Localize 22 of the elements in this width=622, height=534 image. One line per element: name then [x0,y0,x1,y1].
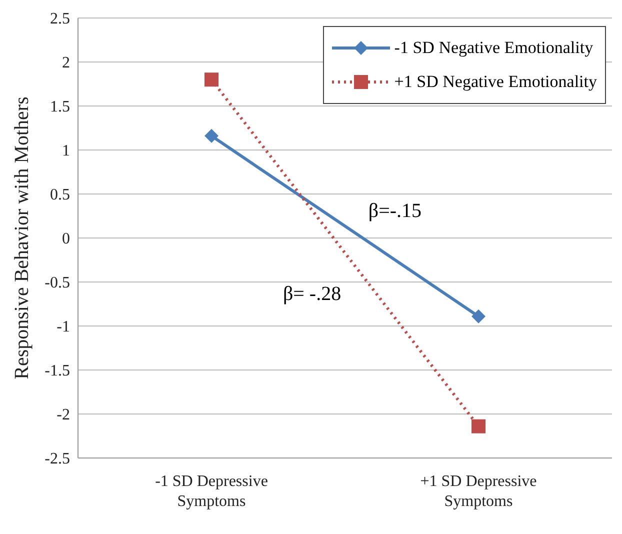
y-tick-label: -0.5 [44,274,70,292]
y-tick-label: 1 [62,142,70,160]
y-tick-label: 2 [62,54,70,72]
legend-label: -1 SD Negative Emotionality [394,38,594,58]
annotation: β=-.15 [368,200,422,223]
point [472,309,486,324]
legend-label: +1 SD Negative Emotionality [394,72,597,92]
y-tick-label: 2.5 [50,10,70,28]
point [472,419,486,434]
y-tick-label: -1 [56,318,70,336]
y-tick-label: -2.5 [44,450,70,468]
y-tick-label: 0.5 [50,186,70,204]
y-tick-label: 1.5 [50,98,70,116]
y-tick-label: -2 [56,406,70,424]
y-axis-title: Responsive Behavior with Mothers [11,96,34,380]
x-tick-label: -1 SD Depressive Symptoms [155,473,268,510]
x-tick-label: +1 SD Depressive Symptoms [420,473,537,510]
point [204,128,218,143]
y-tick-label: 0 [62,230,70,248]
point [204,72,218,87]
y-tick-label: -1.5 [44,362,70,380]
annotation: β= -.28 [282,283,342,306]
